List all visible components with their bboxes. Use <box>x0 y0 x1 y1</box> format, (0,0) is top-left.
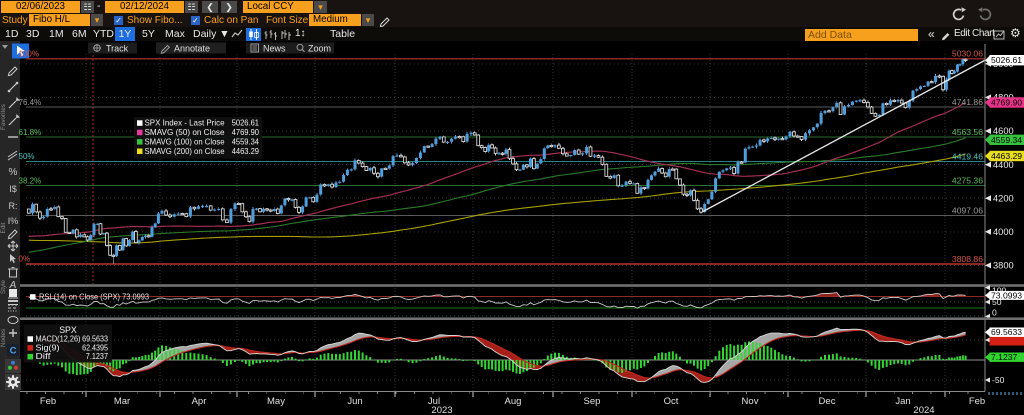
svg-text:50: 50 <box>992 297 1002 307</box>
svg-text:Jan: Jan <box>895 396 910 407</box>
svg-text:4769.90: 4769.90 <box>991 98 1022 108</box>
svg-text:50%: 50% <box>19 152 35 161</box>
svg-text:Dec: Dec <box>819 396 836 407</box>
svg-text:2024: 2024 <box>913 405 934 415</box>
svg-text:7.1237: 7.1237 <box>86 351 108 361</box>
svg-text:4097.06: 4097.06 <box>952 206 983 216</box>
svg-text:61.8%: 61.8% <box>19 128 42 137</box>
svg-text:4463.29: 4463.29 <box>991 151 1022 161</box>
svg-text:Jul: Jul <box>428 396 440 407</box>
svg-text:May: May <box>267 396 285 407</box>
svg-text:News: News <box>263 44 286 54</box>
svg-text:3800: 3800 <box>993 261 1014 271</box>
svg-text:69.5633: 69.5633 <box>991 327 1022 337</box>
svg-text:Annotate: Annotate <box>174 44 210 54</box>
svg-text:Diff: Diff <box>36 351 52 361</box>
svg-text:Edit: Edit <box>0 222 7 233</box>
svg-text:SMAVG (50) on Close: SMAVG (50) on Close <box>145 127 225 137</box>
svg-text:MACD(12,26): MACD(12,26) <box>36 334 81 344</box>
svg-text:Feb: Feb <box>40 396 56 407</box>
svg-text:Jun: Jun <box>347 396 362 407</box>
svg-text:4400: 4400 <box>993 160 1014 170</box>
svg-text:73.0993: 73.0993 <box>991 290 1022 300</box>
svg-text:RSI (14) on Close (SPX) 73.0: RSI (14) on Close (SPX) 73.0993 <box>39 292 149 302</box>
svg-text:76.4%: 76.4% <box>19 98 42 107</box>
svg-text:Sep: Sep <box>584 396 601 407</box>
svg-text:4275.36: 4275.36 <box>952 176 983 186</box>
svg-text:Favorites: Favorites <box>0 104 7 130</box>
svg-text:4741.86: 4741.86 <box>952 97 983 107</box>
svg-text:I%: I% <box>8 216 19 226</box>
svg-text:4563.56: 4563.56 <box>952 127 983 137</box>
svg-text:Track: Track <box>106 44 129 54</box>
svg-text:3808.86: 3808.86 <box>952 254 983 264</box>
svg-text:5026.61: 5026.61 <box>232 118 260 128</box>
svg-text:0%: 0% <box>19 255 31 264</box>
svg-text:SMAVG (100) on Close: SMAVG (100) on Close <box>145 137 225 147</box>
svg-text:100%: 100% <box>19 50 39 59</box>
svg-text:4600: 4600 <box>993 126 1014 136</box>
svg-text:2023: 2023 <box>431 405 452 415</box>
svg-text:Nodes: Nodes <box>0 329 7 347</box>
svg-text:Style: Style <box>0 280 7 294</box>
svg-text:4200: 4200 <box>993 193 1014 203</box>
svg-text:Nov: Nov <box>742 396 759 407</box>
svg-text:Mar: Mar <box>114 396 130 407</box>
svg-text:4559.34: 4559.34 <box>232 137 260 147</box>
svg-text:SMAVG (200) on Close: SMAVG (200) on Close <box>145 146 225 156</box>
svg-text:7.1237: 7.1237 <box>991 352 1018 362</box>
svg-text:62.4395: 62.4395 <box>82 342 108 352</box>
svg-text:4463.29: 4463.29 <box>232 146 260 156</box>
svg-text:69.5633: 69.5633 <box>82 334 108 344</box>
svg-text:Oct: Oct <box>664 396 679 407</box>
svg-text:A: A <box>9 280 17 291</box>
svg-text:SPX: SPX <box>59 325 77 335</box>
svg-text:Aug: Aug <box>505 396 522 407</box>
svg-text:100: 100 <box>992 286 1007 296</box>
svg-text:R:: R: <box>9 201 18 211</box>
svg-text:I$: I$ <box>9 184 17 194</box>
svg-text:5030.06: 5030.06 <box>952 49 983 59</box>
svg-text:0: 0 <box>992 308 997 318</box>
svg-text:C: C <box>10 346 17 357</box>
svg-text:Sig(9): Sig(9) <box>36 342 60 352</box>
svg-text:Feb: Feb <box>969 396 985 407</box>
svg-text:%: % <box>9 167 18 178</box>
svg-text:5026.61: 5026.61 <box>991 55 1022 65</box>
svg-text:Apr: Apr <box>192 396 207 407</box>
svg-text:4559.34: 4559.34 <box>991 135 1022 145</box>
svg-text:4000: 4000 <box>993 227 1014 237</box>
svg-text:-50: -50 <box>992 375 1005 385</box>
svg-text:SPX Index - Last Price: SPX Index - Last Price <box>145 118 225 128</box>
svg-text:4419.46: 4419.46 <box>952 151 983 161</box>
svg-text:Zoom: Zoom <box>308 44 331 54</box>
svg-text:38.2%: 38.2% <box>19 176 42 185</box>
svg-text:4769.90: 4769.90 <box>232 127 260 137</box>
